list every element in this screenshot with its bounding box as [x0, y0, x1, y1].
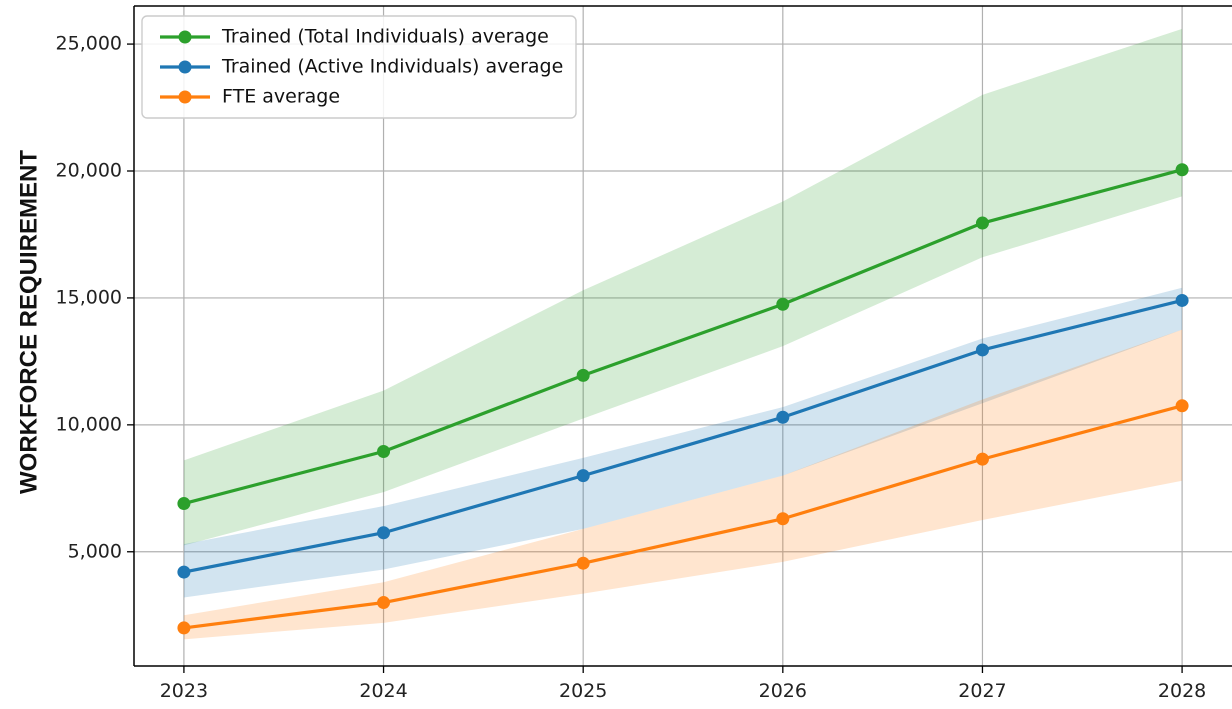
data-point-2-2026 — [776, 410, 790, 424]
x-tick-label: 2028 — [1158, 680, 1206, 702]
x-tick-label: 2024 — [359, 680, 407, 702]
legend-swatch-marker-3 — [178, 90, 192, 104]
data-point-2-2028 — [1175, 293, 1189, 307]
data-point-1-2023 — [177, 497, 191, 511]
legend-entry-3: FTE average — [222, 86, 340, 108]
y-tick-label: 15,000 — [56, 286, 122, 308]
series-line-3 — [183, 404, 1183, 630]
data-point-3-2024 — [377, 596, 391, 610]
band-1 — [183, 28, 1183, 546]
data-point-1-2024 — [377, 445, 391, 458]
data-point-3-2027 — [975, 452, 989, 466]
data-point-1-2028 — [1175, 163, 1189, 177]
y-axis-label: WORKFORCE REQUIREMENT — [15, 150, 42, 494]
y-tick-label: 10,000 — [56, 413, 122, 435]
data-point-2-2023 — [177, 565, 191, 579]
data-point-2-2027 — [975, 343, 989, 357]
y-tick-label: 20,000 — [56, 160, 122, 182]
data-point-1-2025 — [576, 368, 590, 382]
x-tick-label: 2027 — [958, 680, 1006, 702]
data-point-3-2026 — [776, 512, 790, 526]
y-tick-label: 25,000 — [56, 33, 122, 55]
data-point-2-2025 — [576, 469, 590, 483]
legend: Trained (Total Individuals) average Train… — [141, 15, 577, 119]
legend-swatch-marker-2 — [178, 60, 192, 74]
x-tick-label: 2025 — [559, 680, 607, 702]
legend-box — [141, 15, 577, 119]
series-lines — [177, 163, 1189, 635]
legend-entry-2: Trained (Active Individuals) average — [221, 56, 563, 78]
data-point-3-2028 — [1175, 399, 1189, 413]
axes: 2023 2024 2025 2026 2027 2028 5,000 10,000 15,00… — [56, 5, 1232, 702]
series-line-2 — [183, 298, 1183, 574]
x-tick-label: 2023 — [160, 680, 208, 702]
series-line-1 — [183, 168, 1183, 506]
legend-swatch-marker-1 — [178, 30, 192, 44]
data-point-3-2025 — [576, 556, 590, 570]
confidence-bands — [183, 28, 1183, 640]
data-point-1-2026 — [776, 297, 790, 311]
data-point-1-2027 — [975, 216, 989, 230]
band-3 — [183, 329, 1183, 640]
legend-entry-1: Trained (Total Individuals) average — [221, 26, 549, 48]
y-tick-label: 5,000 — [68, 540, 122, 562]
data-point-3-2023 — [177, 621, 191, 635]
data-point-2-2024 — [377, 526, 391, 540]
x-tick-label: 2026 — [759, 680, 807, 702]
